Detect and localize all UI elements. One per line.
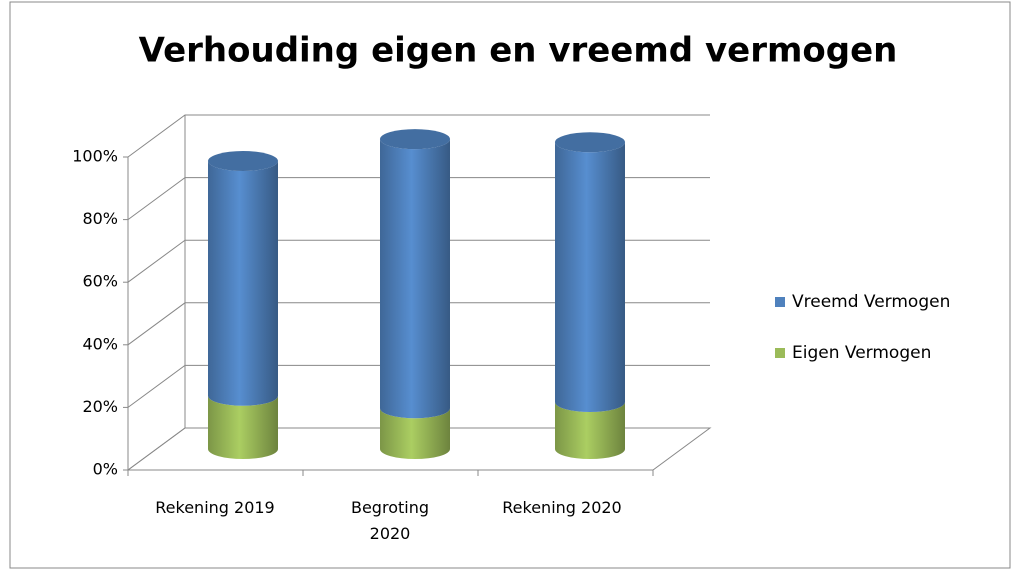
cylinder-top: [555, 132, 625, 153]
y-tick-label: 80%: [82, 209, 118, 228]
grid-line: [127, 114, 710, 158]
y-tick-label: 0%: [93, 460, 118, 479]
chart-title: Verhouding eigen en vreemd vermogen: [139, 31, 898, 71]
y-tick-label: 20%: [82, 397, 118, 416]
legend-label: Vreemd Vermogen: [792, 292, 950, 312]
cylinder-top: [380, 129, 450, 150]
cylinder-segment: [555, 142, 625, 413]
x-tick-label: Begroting 2020: [350, 498, 429, 543]
legend-swatch: [775, 297, 785, 307]
legend-label: Eigen Vermogen: [792, 343, 931, 363]
grid-line: [127, 364, 710, 408]
cylinder-segment: [208, 161, 278, 406]
y-tick-label: 40%: [82, 334, 118, 353]
x-tick-label: Rekening 2020: [502, 498, 622, 517]
grid-line: [127, 302, 710, 346]
grid-line: [127, 427, 710, 471]
x-tick-label: Rekening 2019: [155, 498, 275, 517]
cylinder-segment: [380, 139, 450, 419]
cylinder-top: [208, 151, 278, 172]
y-tick-label: 60%: [82, 272, 118, 291]
legend-swatch: [775, 348, 785, 358]
cylinder-segment: [208, 395, 278, 459]
grid-line: [127, 239, 710, 283]
cylinder-segment: [380, 408, 450, 459]
y-tick-label: 100%: [72, 147, 118, 166]
grid-line: [127, 177, 710, 221]
cylinder-segment: [555, 402, 625, 459]
chart-border: [9, 1, 1011, 569]
